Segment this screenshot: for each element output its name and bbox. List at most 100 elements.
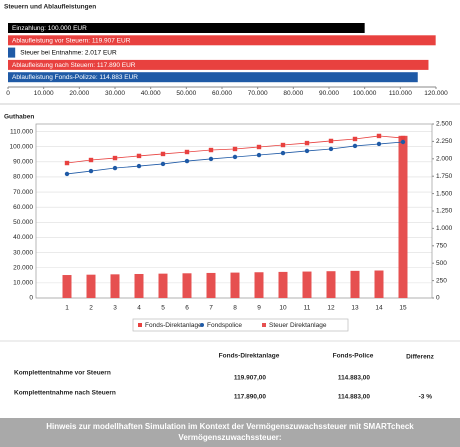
marker [304,148,310,154]
bar-label: Ablaufleistung Fonds-Polizze: 114.883 EU… [12,74,138,81]
y-tick-label: 40.000 [13,234,33,241]
x-tick-label: 70.000 [248,90,268,97]
y-tick-label: 50.000 [13,219,33,226]
marker [256,152,262,158]
legend-marker [262,323,266,327]
x-tick-label: 120.000 [424,90,448,97]
x-tick-label: 30.000 [105,90,125,97]
y2-tick-label: 2.500 [436,121,453,128]
x-tick-label: 60.000 [212,90,232,97]
marker [208,147,214,153]
bar [278,271,288,298]
y-tick-label: 110.000 [10,128,33,135]
x-tick-label: 10 [279,305,287,312]
x-tick-label: 9 [257,305,261,312]
bar [350,270,360,298]
y-tick-label: 60.000 [13,204,33,211]
bar-label: Steuer bei Entnahme: 2.017 EUR [20,50,117,57]
bar [182,273,192,298]
legend-label: Steuer Direktanlage [269,322,327,329]
bar [230,272,240,298]
bar [62,275,72,298]
marker [232,154,238,160]
legend-box [132,318,349,332]
bar [326,271,336,298]
row-label: Komplettentnahme vor Steuern [14,370,111,377]
marker [112,165,118,171]
y2-tick-label: 0 [436,295,440,302]
x-tick-label: 40.000 [141,90,161,97]
marker [400,139,406,145]
legend-label: Fonds-Direktanlage [145,322,202,329]
bar [158,273,168,298]
bar [8,35,436,46]
marker [160,151,166,157]
x-tick-label: 15 [399,305,407,312]
y-tick-label: 70.000 [13,189,33,196]
marker [376,141,382,147]
marker [64,171,70,177]
cell: 117.890,00 [234,394,267,401]
y2-tick-label: 1.250 [436,208,453,215]
x-tick-label: 90.000 [319,90,339,97]
marker [232,146,238,152]
chart-title: Steuern und Ablaufleistungen [4,4,96,11]
cell: 114.883,00 [338,394,371,401]
footer-banner: Hinweis zur modellhaften Simulation im K… [0,418,460,447]
x-tick-label: 0 [6,90,10,97]
y2-tick-label: 750 [436,243,447,250]
x-tick-label: 3 [113,305,117,312]
x-tick-label: 20.000 [69,90,89,97]
marker [280,150,286,156]
bar-label: Einzahlung: 100.000 EUR [12,25,87,32]
bar [134,273,144,298]
bar [254,272,264,298]
marker [136,153,142,159]
x-tick-label: 1 [65,305,69,312]
chart-title: Guthaben [4,114,34,121]
marker [280,142,286,148]
marker [400,135,406,141]
marker [184,149,190,155]
bar [8,59,429,70]
marker [160,161,166,167]
x-tick-label: 100.000 [353,90,377,97]
marker [352,136,358,142]
x-tick-label: 6 [185,305,189,312]
x-tick-label: 7 [209,305,213,312]
x-tick-label: 50.000 [176,90,196,97]
bar [8,72,418,83]
y2-tick-label: 2.000 [436,156,453,163]
y-tick-label: 10.000 [13,280,33,287]
x-tick-label: 13 [351,305,359,312]
x-tick-label: 10.000 [34,90,54,97]
bar [302,271,312,298]
y2-tick-label: 1.000 [436,225,453,232]
marker [88,157,94,163]
x-tick-label: 11 [304,305,311,312]
legend-marker [200,323,204,327]
bar [8,23,365,33]
bar [206,272,216,298]
marker [184,158,190,164]
column-header: Differenz [406,354,435,361]
column-header: Fonds-Direktanlage [219,353,280,360]
charts: Steuern und Ablaufleistungen Guthaben Fo… [0,4,460,401]
legend-marker [138,323,142,327]
x-tick-label: 80.000 [283,90,303,97]
marker [328,138,334,144]
bar-label: Ablaufleistung nach Steuern: 117.890 EUR [12,62,136,69]
row-label: Komplettentnahme nach Steuern [14,390,116,397]
cell: -3 % [419,394,433,401]
y2-tick-label: 1.750 [436,173,453,180]
y2-tick-label: 500 [436,260,447,267]
y-tick-label: 100.000 [10,143,34,150]
marker [256,144,262,150]
y-tick-label: 80.000 [13,174,33,181]
marker [64,160,70,166]
y2-tick-label: 250 [436,277,447,284]
x-tick-label: 2 [89,305,93,312]
x-tick-label: 5 [161,305,165,312]
column-header: Fonds-Police [333,353,374,360]
